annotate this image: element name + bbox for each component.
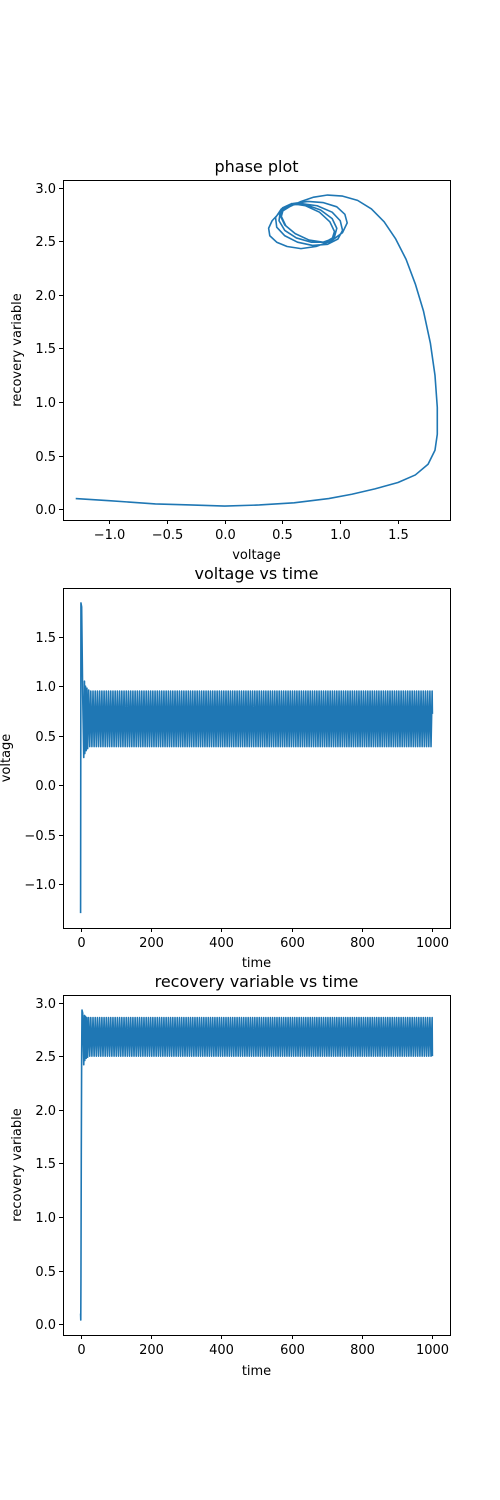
voltage-vs-time-x-tick-label: 1000 <box>416 936 449 951</box>
phase-plot-y-tick-label: 0.5 <box>35 450 56 465</box>
voltage-vs-time-x-tick-label: 400 <box>209 936 234 951</box>
voltage-vs-time-y-tick-label: 1.0 <box>35 680 56 695</box>
recovery-vs-time-ylabel: recovery variable <box>10 1108 25 1221</box>
recovery-vs-time-title: recovery variable vs time <box>155 972 359 991</box>
voltage-vs-time-y-tick-label: 0.5 <box>35 730 56 745</box>
recovery-vs-time-y-ticks: 0.0 0.5 1.0 1.5 2.0 2.5 3.0 <box>35 997 63 1333</box>
voltage-vs-time-y-tick-label: 1.5 <box>35 631 56 646</box>
voltage-vs-time-y-tick-label: −1.0 <box>24 878 56 893</box>
voltage-vs-time-y-tick-label: −0.5 <box>24 829 56 844</box>
phase-plot-y-tick-label: 0.0 <box>35 503 56 518</box>
voltage-vs-time-y-ticks: −1.0 −0.5 0.0 0.5 1.0 1.5 <box>24 631 63 893</box>
recovery-vs-time-x-ticks: 0 200 400 600 800 1000 <box>77 1335 449 1358</box>
phase-plot-y-tick-label: 2.5 <box>35 235 56 250</box>
recovery-vs-time-x-tick-label: 800 <box>350 1343 375 1358</box>
recovery-vs-time-y-tick-label: 3.0 <box>35 997 56 1012</box>
voltage-vs-time-x-tick-label: 800 <box>350 936 375 951</box>
recovery-vs-time-x-tick-label: 600 <box>280 1343 305 1358</box>
recovery-vs-time-y-tick-label: 1.0 <box>35 1211 56 1226</box>
voltage-vs-time-x-tick-label: 0 <box>77 936 85 951</box>
phase-plot-y-ticks: 0.0 0.5 1.0 1.5 2.0 2.5 3.0 <box>35 182 63 518</box>
phase-plot-x-tick-label: 0.5 <box>272 528 293 543</box>
recovery-vs-time-axes-frame <box>63 995 451 1336</box>
recovery-vs-time-y-tick-label: 2.5 <box>35 1050 56 1065</box>
voltage-vs-time-axes-frame <box>63 588 451 929</box>
recovery-vs-time-x-tick-label: 200 <box>139 1343 164 1358</box>
recovery-vs-time-xlabel: time <box>242 1364 271 1379</box>
recovery-vs-time-x-tick-label: 400 <box>209 1343 234 1358</box>
phase-plot-x-ticks: −1.0 −0.5 0.0 0.5 1.0 1.5 <box>94 520 409 543</box>
voltage-vs-time-x-ticks: 0 200 400 600 800 1000 <box>77 928 449 951</box>
phase-plot-x-tick-label: 1.0 <box>330 528 351 543</box>
phase-plot-x-tick-label: −1.0 <box>94 528 126 543</box>
phase-plot-ylabel: recovery variable <box>10 293 25 406</box>
recovery-vs-time-y-tick-label: 2.0 <box>35 1104 56 1119</box>
voltage-vs-time-ylabel: voltage <box>0 734 14 783</box>
voltage-vs-time-xlabel: time <box>242 956 271 971</box>
recovery-vs-time-x-tick-label: 0 <box>77 1343 85 1358</box>
phase-plot-title: phase plot <box>214 157 298 176</box>
voltage-vs-time-curve <box>79 602 434 914</box>
phase-plot-xlabel: voltage <box>232 548 281 563</box>
phase-plot-panel: phase plot voltage recovery variable −1.… <box>10 157 451 563</box>
voltage-vs-time-y-tick-label: 0.0 <box>35 779 56 794</box>
phase-plot-x-tick-label: 1.5 <box>388 528 409 543</box>
recovery-vs-time-curve <box>79 1009 434 1321</box>
recovery-vs-time-x-tick-label: 1000 <box>416 1343 449 1358</box>
recovery-vs-time-y-tick-label: 0.5 <box>35 1265 56 1280</box>
recovery-vs-time-y-tick-label: 0.0 <box>35 1318 56 1333</box>
phase-plot-x-tick-label: 0.0 <box>215 528 236 543</box>
phase-plot-y-tick-label: 3.0 <box>35 182 56 197</box>
voltage-vs-time-title: voltage vs time <box>195 564 319 583</box>
phase-plot-y-tick-label: 1.5 <box>35 342 56 357</box>
voltage-vs-time-x-tick-label: 200 <box>139 936 164 951</box>
phase-plot-y-tick-label: 2.0 <box>35 289 56 304</box>
voltage-vs-time-panel: voltage vs time time voltage 0 200 400 600 8… <box>0 564 451 971</box>
recovery-vs-time-y-tick-label: 1.5 <box>35 1157 56 1172</box>
phase-plot-x-tick-label: −0.5 <box>152 528 184 543</box>
voltage-vs-time-x-tick-label: 600 <box>280 936 305 951</box>
phase-plot-y-tick-label: 1.0 <box>35 396 56 411</box>
phase-plot-curve <box>75 194 439 507</box>
phase-plot-axes-frame <box>63 180 451 521</box>
recovery-vs-time-panel: recovery variable vs time time recovery … <box>10 972 451 1379</box>
